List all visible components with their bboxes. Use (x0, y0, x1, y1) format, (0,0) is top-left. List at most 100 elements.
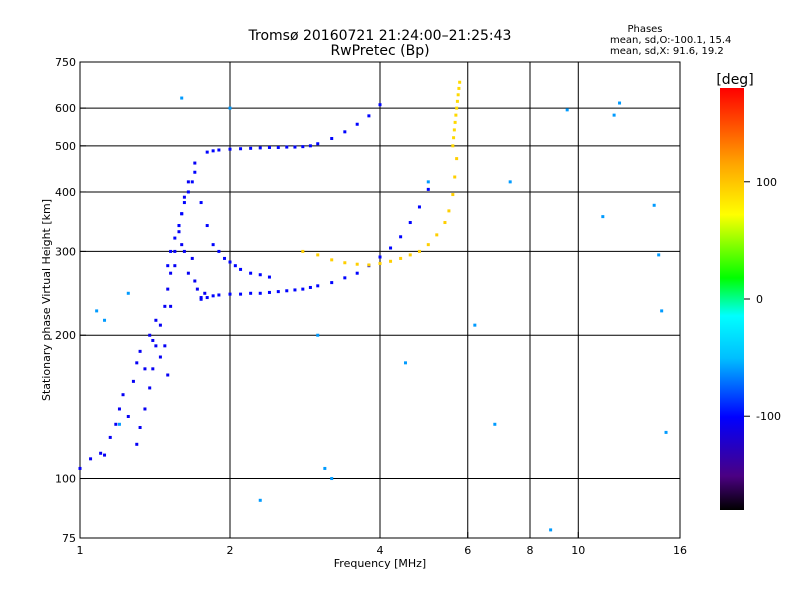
data-point (417, 249, 421, 253)
data-point (138, 425, 142, 429)
data-point (493, 422, 497, 426)
data-point (378, 261, 382, 265)
data-point (239, 147, 243, 151)
data-point (249, 271, 253, 275)
chart-subtitle: RwPretec (Bp) (330, 43, 429, 59)
data-point (452, 136, 456, 140)
data-point (426, 243, 430, 247)
data-point (99, 451, 103, 455)
data-point (367, 263, 371, 267)
data-point (355, 271, 359, 275)
data-point (193, 170, 197, 174)
data-point (408, 253, 412, 257)
data-point (126, 414, 130, 418)
y-tick-label: 400 (55, 186, 76, 199)
data-point (316, 333, 320, 337)
data-point (211, 149, 215, 153)
data-point (239, 292, 243, 296)
data-point (114, 422, 118, 426)
data-point (217, 293, 221, 297)
data-point (217, 148, 221, 152)
x-tick-label: 10 (571, 544, 585, 557)
y-tick-label: 600 (55, 102, 76, 115)
data-point (267, 290, 271, 294)
data-point (316, 284, 320, 288)
y-tick-label: 300 (55, 245, 76, 258)
data-point (117, 422, 121, 426)
colorbar-ticks: 100 0 -100 (744, 176, 781, 423)
data-point (193, 279, 197, 283)
data-point (211, 294, 215, 298)
data-point (453, 120, 457, 124)
data-point (182, 249, 186, 253)
data-point (408, 221, 412, 225)
data-point (451, 144, 455, 148)
data-point (660, 309, 664, 313)
data-point (239, 267, 243, 271)
data-point (285, 289, 289, 293)
data-point (258, 146, 262, 150)
data-points-layer (78, 80, 668, 532)
data-point (355, 122, 359, 126)
data-point (451, 193, 455, 197)
data-point (135, 442, 139, 446)
y-axis-label: Stationary phase Virtual Height [km] (40, 199, 53, 401)
data-point (190, 256, 194, 260)
data-point (378, 255, 382, 259)
data-point (169, 304, 173, 308)
data-point (95, 309, 99, 313)
data-point (205, 150, 209, 154)
data-point (148, 386, 152, 390)
y-tick-label: 100 (55, 473, 76, 486)
data-point (228, 147, 232, 151)
data-point (308, 144, 312, 148)
x-tick-labels: 1 2 4 6 8 10 16 (77, 532, 687, 557)
data-point (403, 361, 407, 365)
data-point (454, 113, 458, 117)
data-point (301, 145, 305, 149)
chart-title: Tromsø 20160721 21:24:00–21:25:43 (248, 28, 512, 44)
data-point (186, 271, 190, 275)
data-point (249, 146, 253, 150)
data-point (330, 477, 334, 481)
data-point (330, 258, 334, 262)
data-point (549, 528, 553, 532)
data-point (447, 209, 451, 213)
colorbar-tick-label: -100 (756, 410, 781, 423)
data-point (367, 114, 371, 118)
data-point (195, 287, 199, 291)
data-point (565, 108, 569, 112)
data-point (211, 243, 215, 247)
data-point (169, 271, 173, 275)
data-point (378, 103, 382, 107)
data-point (180, 96, 184, 100)
data-point (276, 290, 280, 294)
data-point (455, 157, 459, 161)
data-point (199, 201, 203, 205)
data-point (316, 142, 320, 146)
phase-stats-o: mean, sd,O:-100.1, 15.4 (610, 35, 731, 46)
data-point (143, 367, 147, 371)
colorbar (720, 88, 744, 510)
colorbar-label: [deg] (716, 72, 753, 88)
data-point (426, 187, 430, 191)
x-tick-label: 1 (77, 544, 84, 557)
data-point (108, 435, 112, 439)
data-point (177, 224, 181, 228)
data-point (330, 137, 334, 141)
data-point (78, 466, 82, 470)
data-point (452, 128, 456, 132)
colorbar-tick-label: 0 (756, 293, 763, 306)
data-point (612, 113, 616, 117)
data-point (169, 249, 173, 253)
data-point (103, 318, 107, 322)
data-point (355, 262, 359, 266)
data-point (652, 203, 656, 207)
data-point (389, 246, 393, 250)
data-point (435, 233, 439, 237)
data-point (135, 361, 139, 365)
data-point (330, 281, 334, 285)
data-point (258, 273, 262, 277)
data-point (443, 221, 447, 225)
